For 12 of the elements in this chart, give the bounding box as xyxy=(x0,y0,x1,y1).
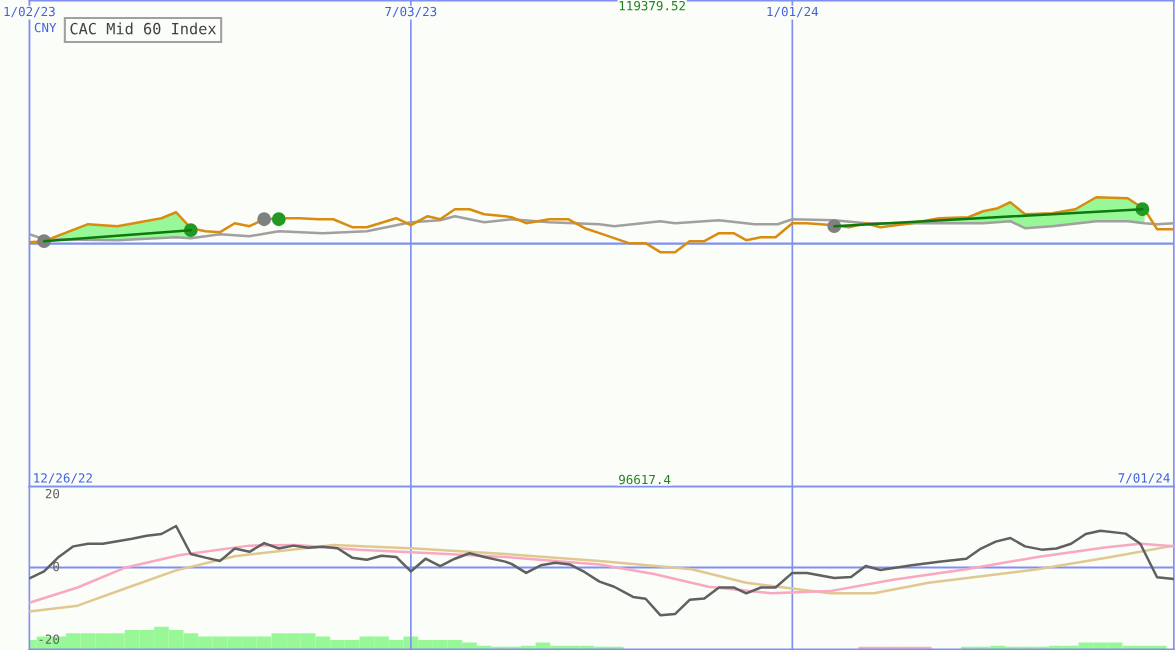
y-tick-label: 96617.4 xyxy=(619,474,671,485)
y-tick-label: -20 xyxy=(39,634,60,644)
text: CAC Mid 60 Index xyxy=(70,22,217,35)
annotation: CNY xyxy=(34,22,57,33)
annotation: 7/01/24 xyxy=(1118,473,1170,484)
annotation: 12/26/22 xyxy=(34,473,92,484)
x-tick-label: 1/02/23 xyxy=(4,6,55,18)
y-tick-label: 119379.52 xyxy=(619,0,685,11)
x-tick-label: 1/01/24 xyxy=(767,6,819,18)
y-tick-label: 0 xyxy=(53,561,60,572)
x-tick-label: 7/03/23 xyxy=(385,6,437,18)
y-tick-label: 20 xyxy=(45,488,60,499)
